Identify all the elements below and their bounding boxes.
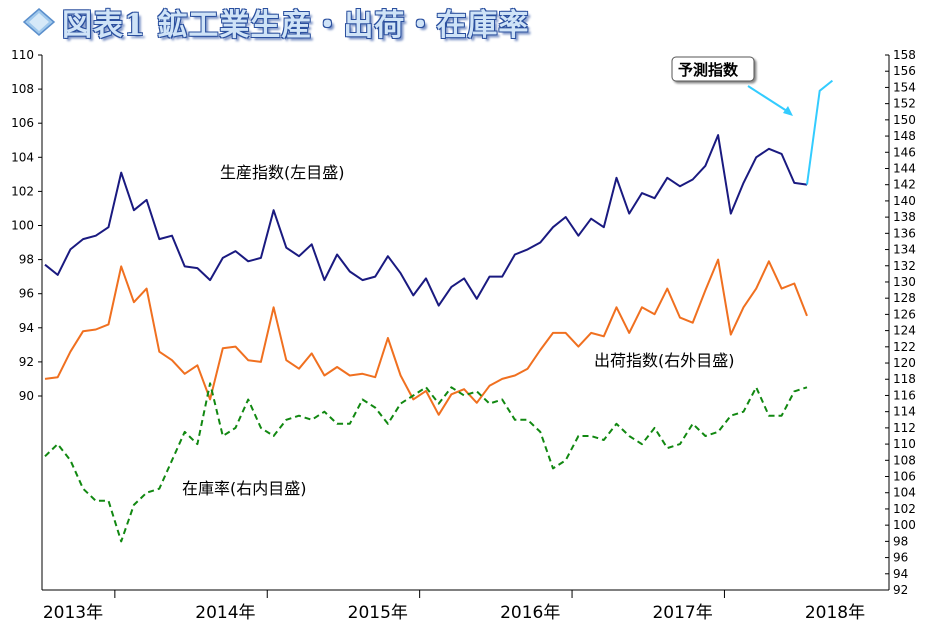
series-line-3 [44,382,808,543]
axes: 90 92 94 96 98 100 102 104 106 108 110 92 94 96 98 100 1… [11,48,916,623]
right-axis-tick-label: 112 [893,421,916,435]
right-axis-tick-label: 126 [893,307,916,321]
right-axis-tick-label: 122 [893,340,916,354]
production-label: 生産指数(左目盛) [220,163,345,182]
diamond-icon [22,8,56,36]
chart-title: 図表1 鉱工業生産・出荷・在庫率 [62,8,530,43]
series-line-2 [44,258,808,416]
right-axis-tick-label: 118 [893,372,916,386]
x-axis-tick-label: 2014年 [195,603,255,623]
x-axis-tick-label: 2017年 [652,603,712,623]
left-axis-tick-label: 92 [19,355,34,369]
right-axis-tick-label: 148 [893,129,916,143]
right-axis-tick-label: 156 [893,64,916,78]
left-axis-tick-label: 108 [11,82,34,96]
left-axis-tick-label: 100 [11,219,34,233]
series-layer [44,79,834,543]
x-axis-tick-label: 2015年 [348,603,408,623]
right-axis-tick-label: 134 [893,243,916,257]
annotation-layer: 生産指数(左目盛) 出荷指数(右外目盛) 在庫率(右内目盛) 予測指数 [182,56,793,498]
right-axis-tick-label: 124 [893,324,916,338]
right-axis-tick-label: 96 [893,551,908,565]
right-axis-tick-label: 108 [893,453,916,467]
left-axis-tick-label: 96 [19,287,34,301]
right-axis-tick-label: 102 [893,502,916,516]
right-axis-tick-label: 128 [893,291,916,305]
right-axis-tick-label: 146 [893,145,916,159]
right-axis-tick-label: 136 [893,226,916,240]
right-axis-tick-label: 152 [893,97,916,111]
right-axis-tick-label: 132 [893,259,916,273]
shipment-label: 出荷指数(右外目盛) [594,351,735,370]
right-axis-tick-label: 104 [893,486,916,500]
right-axis-tick-label: 154 [893,80,916,94]
x-axis-tick-label: 2016年 [500,603,560,623]
forecast-label: 予測指数 [678,61,739,79]
inventory-label: 在庫率(右内目盛) [182,479,307,498]
right-axis-tick-label: 114 [893,405,916,419]
right-axis-tick-label: 92 [893,583,908,597]
right-axis-tick-label: 116 [893,388,916,402]
forecast-arrow-line [747,85,791,114]
left-axis-tick-label: 98 [19,253,34,267]
right-axis-tick-label: 98 [893,534,908,548]
left-axis-tick-label: 94 [19,321,34,335]
right-axis-tick-label: 138 [893,210,916,224]
right-axis-tick-label: 106 [893,470,916,484]
left-axis-tick-label: 104 [11,150,34,164]
right-axis-tick-label: 142 [893,178,916,192]
left-axis-tick-label: 110 [11,48,34,62]
right-axis-tick-label: 150 [893,113,916,127]
right-axis-tick-label: 130 [893,275,916,289]
right-axis-tick-label: 120 [893,356,916,370]
series-line-0 [44,134,808,307]
forecast-arrow-head [783,106,793,116]
right-axis-tick-label: 94 [893,567,908,581]
right-axis-tick-label: 110 [893,437,916,451]
right-axis-tick-label: 140 [893,194,916,208]
left-axis-tick-label: 90 [19,389,34,403]
left-axis-tick-label: 102 [11,184,34,198]
x-axis-tick-label: 2013年 [43,603,103,623]
right-axis-tick-label: 100 [893,518,916,532]
chart-title-wrap: 図表1 鉱工業生産・出荷・在庫率 [22,0,529,44]
left-axis-tick-label: 106 [11,116,34,130]
right-axis-tick-label: 144 [893,161,916,175]
forecast-callout: 予測指数 [671,56,793,116]
series-line-1 [806,79,834,185]
right-axis-tick-label: 158 [893,48,916,62]
x-axis-tick-label: 2018年 [805,603,865,623]
